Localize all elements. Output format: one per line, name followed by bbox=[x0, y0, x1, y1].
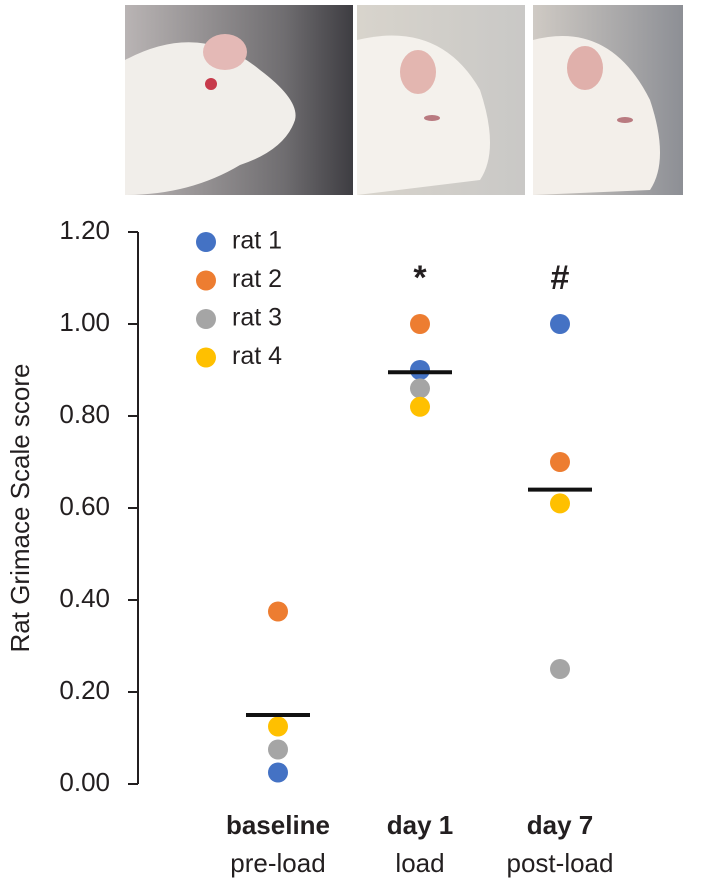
y-tick-label: 0.60 bbox=[59, 491, 110, 521]
x-tick-sublabel: post-load bbox=[507, 848, 614, 878]
y-tick-label: 0.40 bbox=[59, 583, 110, 613]
y-tick-label: 0.80 bbox=[59, 399, 110, 429]
y-tick-label: 0.20 bbox=[59, 675, 110, 705]
x-tick-label: baseline bbox=[226, 810, 330, 840]
data-point bbox=[410, 360, 430, 380]
data-point bbox=[268, 762, 288, 783]
data-point bbox=[410, 378, 430, 399]
data-point bbox=[550, 314, 570, 334]
legend-marker bbox=[196, 347, 216, 368]
photo-panel bbox=[125, 5, 353, 195]
x-tick-sublabel: pre-load bbox=[230, 848, 325, 878]
legend-label: rat 2 bbox=[232, 265, 282, 293]
x-tick-sublabel: load bbox=[395, 848, 444, 878]
data-point bbox=[550, 452, 570, 472]
y-tick-label: 0.00 bbox=[59, 767, 110, 797]
x-tick-label: day 7 bbox=[527, 810, 594, 840]
significance-marker: # bbox=[551, 259, 570, 297]
y-tick-label: 1.00 bbox=[59, 307, 110, 337]
data-point bbox=[550, 493, 570, 514]
data-point bbox=[268, 601, 288, 622]
data-point bbox=[410, 396, 430, 417]
legend-marker bbox=[196, 309, 216, 329]
x-tick-label: day 1 bbox=[387, 810, 454, 840]
y-axis-label: Rat Grimace Scale score bbox=[5, 364, 35, 653]
photo-panel bbox=[533, 5, 683, 195]
data-point bbox=[550, 659, 570, 679]
data-point bbox=[268, 716, 288, 737]
y-tick-label: 1.20 bbox=[59, 215, 110, 245]
legend-label: rat 3 bbox=[232, 304, 282, 332]
data-point bbox=[268, 739, 288, 760]
photo-panel bbox=[357, 5, 525, 195]
legend-marker bbox=[196, 270, 216, 291]
legend-label: rat 4 bbox=[232, 342, 282, 370]
data-point bbox=[410, 314, 430, 334]
legend-label: rat 1 bbox=[232, 227, 282, 255]
significance-marker: * bbox=[413, 259, 427, 297]
legend-marker bbox=[196, 232, 216, 252]
